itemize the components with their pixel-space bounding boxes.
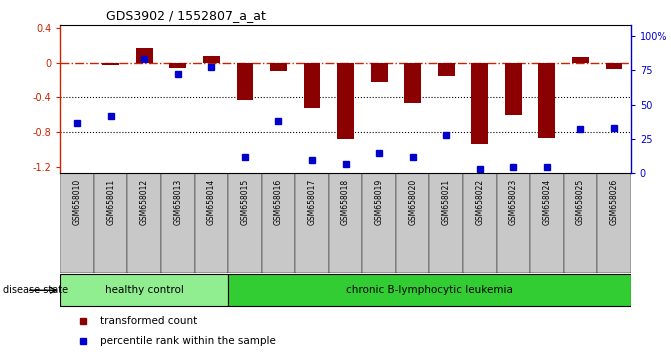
Text: GSM658021: GSM658021	[442, 178, 451, 224]
Bar	[362, 173, 396, 273]
Text: GSM658017: GSM658017	[307, 178, 317, 225]
Text: GSM658011: GSM658011	[106, 178, 115, 224]
Bar	[597, 173, 631, 273]
Text: chronic B-lymphocytic leukemia: chronic B-lymphocytic leukemia	[346, 285, 513, 295]
Bar	[262, 173, 295, 273]
Bar	[161, 173, 195, 273]
Bar	[497, 173, 530, 273]
Text: GSM658010: GSM658010	[72, 178, 82, 225]
Text: percentile rank within the sample: percentile rank within the sample	[101, 336, 276, 346]
Bar	[429, 173, 463, 273]
Bar	[338, 63, 354, 139]
Text: GSM658012: GSM658012	[140, 178, 149, 224]
Bar	[295, 173, 329, 273]
Bar	[103, 63, 119, 64]
Text: healthy control: healthy control	[105, 285, 184, 295]
Bar	[195, 173, 228, 273]
Text: GSM658022: GSM658022	[475, 178, 484, 224]
Bar	[572, 57, 589, 63]
Bar	[530, 173, 564, 273]
Bar	[127, 173, 161, 273]
Bar	[228, 274, 631, 306]
Bar	[169, 63, 187, 68]
Bar	[371, 63, 388, 82]
Bar	[405, 63, 421, 103]
Text: GSM658016: GSM658016	[274, 178, 283, 225]
Bar	[136, 48, 153, 63]
Bar	[539, 63, 556, 138]
Bar	[505, 63, 522, 115]
Bar	[228, 173, 262, 273]
Text: GSM658025: GSM658025	[576, 178, 585, 225]
Bar	[203, 56, 220, 63]
Text: transformed count: transformed count	[101, 316, 197, 326]
Bar	[304, 63, 321, 108]
Bar	[270, 63, 287, 72]
Text: GSM658018: GSM658018	[341, 178, 350, 224]
Bar	[605, 63, 623, 69]
Bar	[237, 63, 254, 100]
Bar	[329, 173, 362, 273]
Bar	[438, 63, 455, 76]
Text: GSM658015: GSM658015	[240, 178, 250, 225]
Text: disease state: disease state	[3, 285, 68, 295]
Bar	[94, 173, 127, 273]
Bar	[463, 173, 497, 273]
Text: GSM658019: GSM658019	[374, 178, 384, 225]
Text: GSM658020: GSM658020	[408, 178, 417, 225]
Text: GSM658026: GSM658026	[609, 178, 619, 225]
Bar	[60, 173, 94, 273]
Text: GSM658013: GSM658013	[173, 178, 183, 225]
Text: GSM658023: GSM658023	[509, 178, 518, 225]
Bar	[564, 173, 597, 273]
Bar	[60, 274, 228, 306]
Text: GDS3902 / 1552807_a_at: GDS3902 / 1552807_a_at	[106, 9, 266, 22]
Bar	[396, 173, 429, 273]
Text: GSM658014: GSM658014	[207, 178, 216, 225]
Text: GSM658024: GSM658024	[542, 178, 552, 225]
Bar	[472, 63, 488, 144]
